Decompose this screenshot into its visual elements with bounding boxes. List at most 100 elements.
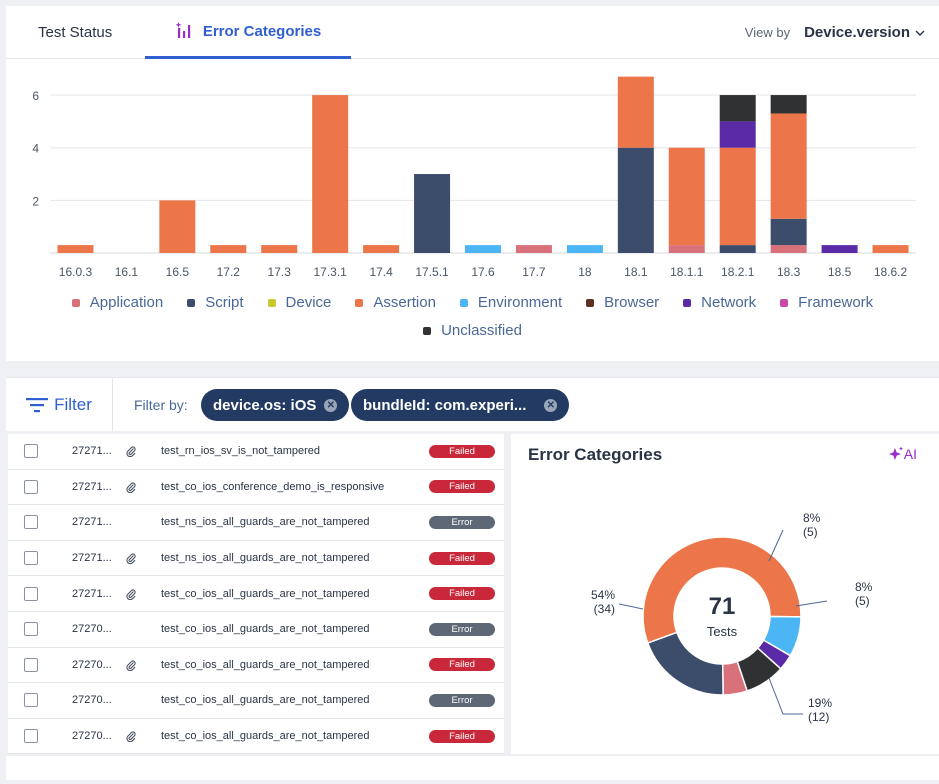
legend-swatch bbox=[355, 298, 364, 307]
legend-item-network[interactable]: Network bbox=[683, 294, 756, 311]
bar-segment-assertion bbox=[312, 95, 349, 253]
donut-leader-line bbox=[768, 529, 784, 562]
test-name[interactable]: test_co_ios_conference_demo_is_responsiv… bbox=[161, 480, 385, 493]
donut-label-pct: 54% bbox=[591, 588, 615, 602]
legend-item-assertion[interactable]: Assertion bbox=[355, 294, 436, 311]
x-tick-label: 17.7 bbox=[522, 265, 546, 279]
test-name[interactable]: test_co_ios_all_guards_are_not_tampered bbox=[161, 658, 370, 671]
bar-segment-application bbox=[668, 245, 705, 253]
x-tick-label: 17.6 bbox=[471, 265, 495, 279]
bar-segment-assertion bbox=[719, 147, 756, 246]
panel-title: Error Categories bbox=[528, 445, 663, 464]
chevron-down-icon bbox=[915, 30, 925, 36]
error-categories-panel: Error Categories AI 71 Tests 54% (34) 8% (5) 8… bbox=[511, 434, 939, 754]
legend-swatch bbox=[71, 298, 80, 307]
status-badge: Failed bbox=[429, 587, 495, 601]
table-row[interactable]: 27270... test_co_ios_all_guards_are_not_t… bbox=[8, 612, 504, 648]
row-checkbox[interactable] bbox=[24, 693, 38, 708]
legend-row: Application Script Device Assertion Environm… bbox=[6, 294, 939, 311]
x-tick-label: 16.5 bbox=[166, 265, 190, 279]
tab-test-status-label: Test Status bbox=[38, 24, 113, 41]
table-row[interactable]: 27271... test_ns_ios_all_guards_are_not_t… bbox=[8, 505, 504, 541]
test-results-table: 27271... test_rn_ios_sv_is_not_tampered Fa… bbox=[8, 434, 504, 755]
bar-segment-script bbox=[617, 147, 654, 253]
legend-item-browser[interactable]: Browser bbox=[586, 294, 659, 311]
y-tick-label: 4 bbox=[32, 142, 39, 156]
x-tick-label: 18.5 bbox=[828, 265, 852, 279]
bar-segment-network bbox=[719, 121, 756, 148]
donut-label-pct: 8% bbox=[803, 511, 821, 525]
row-checkbox[interactable] bbox=[24, 586, 38, 601]
test-id: 27270... bbox=[72, 730, 112, 743]
bar-segment-assertion bbox=[872, 245, 909, 253]
row-checkbox[interactable] bbox=[24, 551, 38, 566]
table-row[interactable]: 27270... test_co_ios_all_guards_are_not_t… bbox=[8, 683, 504, 719]
close-icon[interactable]: ✕ bbox=[544, 398, 558, 412]
tab-error-categories[interactable]: Error Categories bbox=[145, 6, 351, 59]
donut-leader-line bbox=[768, 677, 803, 715]
row-checkbox[interactable] bbox=[24, 657, 38, 672]
tab-error-categories-label: Error Categories bbox=[202, 22, 322, 40]
x-tick-label: 17.5.1 bbox=[415, 265, 449, 279]
test-name[interactable]: test_ns_ios_all_guards_are_not_tampered bbox=[161, 552, 370, 565]
test-name[interactable]: test_co_ios_all_guards_are_not_tampered bbox=[161, 730, 370, 743]
legend-item-environment[interactable]: Environment bbox=[459, 294, 562, 311]
test-id: 27270... bbox=[72, 623, 112, 636]
legend-swatch bbox=[780, 298, 789, 307]
legend-swatch bbox=[683, 298, 692, 307]
legend-swatch bbox=[187, 298, 196, 307]
row-checkbox[interactable] bbox=[24, 515, 38, 530]
filter-chip-device-os[interactable]: device.os: iOS ✕ bbox=[201, 389, 350, 421]
ai-button[interactable]: AI bbox=[888, 446, 917, 462]
legend-item-application[interactable]: Application bbox=[71, 294, 163, 311]
x-tick-label: 18.6.2 bbox=[874, 265, 908, 279]
paperclip-icon bbox=[126, 553, 136, 565]
close-icon[interactable]: ✕ bbox=[324, 398, 338, 412]
bar-segment-assertion bbox=[363, 245, 400, 253]
filter-chip-bundle-id[interactable]: bundleId: com.experi... ✕ bbox=[351, 389, 570, 421]
table-row[interactable]: 27271... test_co_ios_all_guards_are_not_t… bbox=[8, 576, 504, 612]
table-row[interactable]: 27271... test_ns_ios_all_guards_are_not_t… bbox=[8, 541, 504, 577]
view-by-dropdown[interactable]: Device.version bbox=[804, 24, 925, 41]
table-row[interactable]: 27271... test_co_ios_conference_demo_is_r… bbox=[8, 470, 504, 506]
table-row[interactable]: 27270... test_co_ios_all_guards_are_not_t… bbox=[8, 719, 504, 755]
legend-item-framework[interactable]: Framework bbox=[780, 294, 873, 311]
error-categories-card: Test Status Error Categories View by Dev… bbox=[6, 6, 939, 361]
test-name[interactable]: test_co_ios_all_guards_are_not_tampered bbox=[161, 623, 370, 636]
filter-button[interactable]: Filter bbox=[6, 378, 113, 431]
table-row[interactable]: 27271... test_rn_ios_sv_is_not_tampered Fa… bbox=[8, 434, 504, 470]
y-tick-label: 6 bbox=[32, 89, 39, 103]
legend-item-device[interactable]: Device bbox=[267, 294, 331, 311]
test-id: 27271... bbox=[72, 587, 112, 600]
x-tick-label: 18.3 bbox=[777, 265, 801, 279]
view-by: View by Device.version bbox=[745, 6, 925, 59]
legend-item-script[interactable]: Script bbox=[187, 294, 244, 311]
bar-segment-application bbox=[770, 245, 807, 253]
test-id: 27271... bbox=[72, 552, 112, 565]
bar-segment-script bbox=[770, 218, 807, 246]
donut-label-pct: 8% bbox=[855, 580, 873, 594]
test-name[interactable]: test_ns_ios_all_guards_are_not_tampered bbox=[161, 516, 370, 529]
x-tick-label: 18.1.1 bbox=[670, 265, 704, 279]
bar-segment-assertion bbox=[210, 245, 247, 253]
tab-test-status[interactable]: Test Status bbox=[38, 6, 112, 59]
paperclip-icon bbox=[126, 446, 136, 458]
status-badge: Failed bbox=[429, 480, 495, 494]
donut-label-pct: 19% bbox=[808, 696, 832, 710]
table-row[interactable]: 27270... test_co_ios_all_guards_are_not_t… bbox=[8, 648, 504, 684]
bar-segment-environment bbox=[566, 245, 603, 253]
test-name[interactable]: test_rn_ios_sv_is_not_tampered bbox=[161, 445, 320, 458]
status-badge: Error bbox=[429, 693, 495, 707]
bar-segment-script bbox=[719, 245, 756, 253]
row-checkbox[interactable] bbox=[24, 622, 38, 637]
y-tick-label: 2 bbox=[32, 194, 39, 208]
test-name[interactable]: test_co_ios_all_guards_are_not_tampered bbox=[161, 694, 370, 707]
legend-item-unclassified[interactable]: Unclassified bbox=[423, 322, 522, 339]
row-checkbox[interactable] bbox=[24, 729, 38, 744]
test-name[interactable]: test_co_ios_all_guards_are_not_tampered bbox=[161, 587, 370, 600]
donut-label-count: (34) bbox=[594, 602, 615, 616]
ai-label: AI bbox=[903, 446, 917, 462]
filter-chip-label: bundleId: com.experi... bbox=[363, 396, 527, 414]
row-checkbox[interactable] bbox=[24, 479, 38, 494]
row-checkbox[interactable] bbox=[24, 444, 38, 459]
